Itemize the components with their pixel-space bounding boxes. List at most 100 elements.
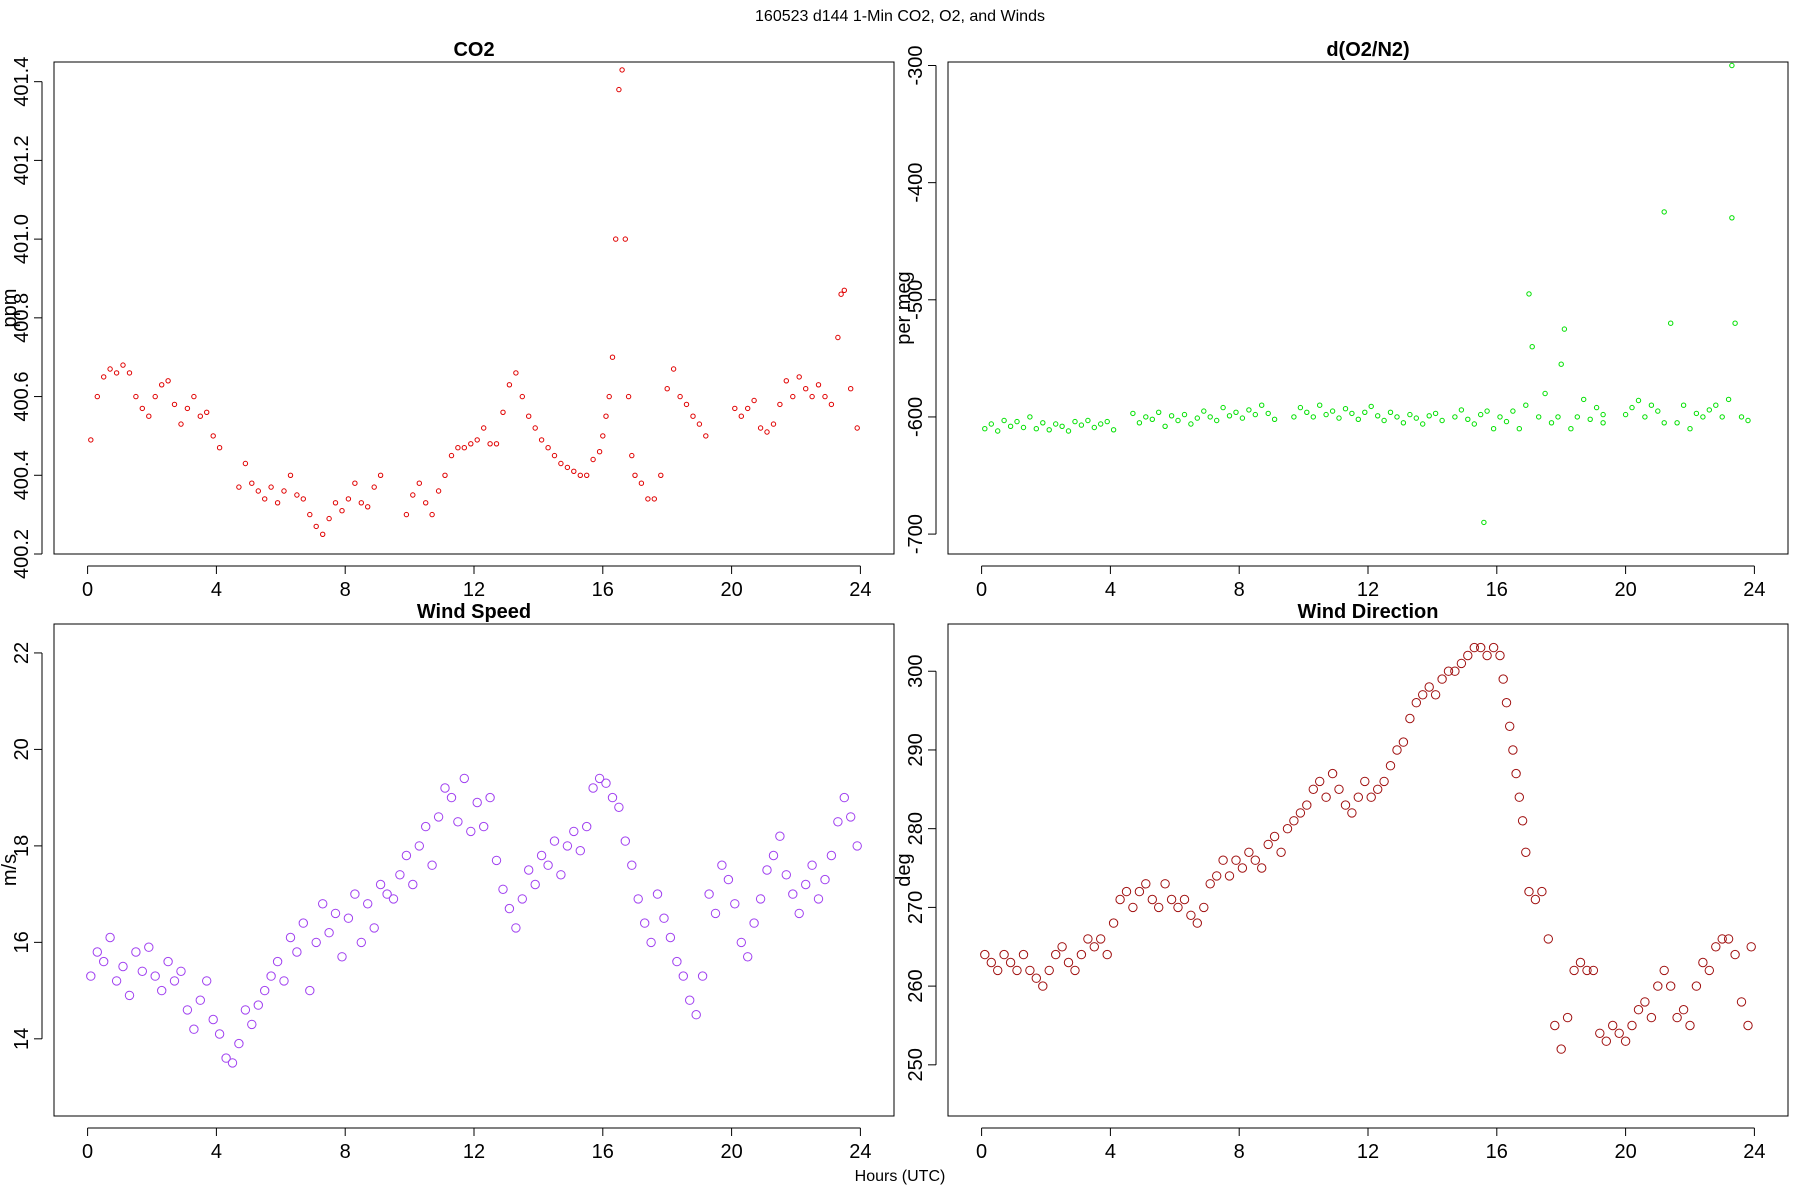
wind-speed-point [285, 932, 296, 943]
wind-speed-point [549, 836, 560, 846]
wind-direction-point [1005, 957, 1016, 968]
wind-direction-point [1511, 768, 1521, 779]
co2-point [803, 386, 809, 392]
wind-speed-point [124, 990, 135, 1001]
wind-direction-point [1154, 902, 1164, 913]
wind-speed-point [343, 913, 354, 923]
o2-point [1336, 415, 1342, 421]
wind-speed-point [498, 884, 508, 894]
o2-point [1432, 410, 1439, 417]
wind-speed-point [697, 971, 708, 981]
wind-direction-point [1057, 942, 1067, 952]
o2-point [1104, 418, 1110, 425]
wind-direction-point [1385, 761, 1396, 771]
wind-direction-point [1018, 949, 1029, 960]
o2-y-tick-label: -300 [905, 45, 927, 85]
co2-x-tick-label: 4 [211, 579, 222, 601]
co2-point [613, 236, 619, 242]
co2-point [632, 472, 638, 478]
wind-speed-point [704, 889, 714, 899]
co2-point [101, 374, 107, 380]
wind-direction-point [1569, 965, 1579, 976]
wind-speed-point [260, 985, 270, 996]
wind-direction-point [1653, 981, 1663, 991]
wind-direction-point [1115, 894, 1125, 905]
wind-speed-point [459, 773, 469, 784]
o2-point [1729, 215, 1735, 221]
panel-o2: d(O2/N2) per meg 0 4 8 12 16 20 24 -700 -600 -500 -4… [893, 39, 1789, 601]
wind-direction-x-tick-label: 24 [1743, 1141, 1765, 1163]
co2-point [564, 464, 571, 471]
o2-point [1497, 414, 1503, 420]
co2-x-tick-label: 24 [849, 579, 871, 601]
o2-title: d(O2/N2) [1326, 39, 1409, 61]
wind-direction-point [1321, 792, 1331, 802]
o2-point [1207, 414, 1213, 420]
wind-direction-y-tick-label: 290 [905, 733, 927, 766]
wind-direction-point [1730, 949, 1740, 960]
co2-x-tick-label: 20 [720, 579, 742, 601]
wind-direction-point [1205, 879, 1215, 889]
co2-point [468, 441, 474, 447]
wind-direction-point [1038, 981, 1048, 991]
o2-point [1555, 414, 1561, 420]
wind-speed-point [530, 879, 540, 890]
o2-point [1680, 402, 1687, 408]
co2-point [577, 472, 583, 478]
wind-direction-y-tick-label: 250 [905, 1048, 927, 1081]
wind-direction-point [1736, 997, 1747, 1007]
co2-point [629, 452, 635, 459]
wind-speed-point [318, 899, 328, 909]
co2-point [796, 374, 802, 380]
wind-direction-point [1237, 863, 1248, 873]
wind-direction-point [1691, 981, 1702, 991]
wind-direction-point [1418, 690, 1428, 700]
co2-point [590, 456, 596, 463]
wind-speed-point [723, 874, 734, 885]
wind-speed-point [163, 956, 173, 967]
wind-direction-point [1192, 918, 1203, 928]
co2-point [651, 496, 657, 502]
wind-direction-point [1379, 776, 1389, 787]
wind-speed-point [485, 792, 495, 803]
wind-speed-point [846, 812, 856, 822]
co2-y-axis-label: ppm [0, 289, 21, 328]
wind-speed-point [646, 937, 656, 948]
wind-direction-point [1717, 934, 1727, 944]
wind-direction-title: Wind Direction [1298, 601, 1439, 623]
o2-point [1413, 415, 1420, 421]
o2-point [1181, 411, 1188, 418]
o2-point [1732, 320, 1738, 326]
wind-direction-point [1685, 1020, 1695, 1031]
o2-point [1007, 423, 1014, 429]
co2-y-tick-label: 401.4 [11, 57, 33, 107]
wind-speed-point [414, 841, 424, 851]
wind-speed-point [240, 1005, 251, 1015]
co2-point [783, 378, 789, 384]
wind-direction-point [1450, 666, 1460, 676]
wind-direction-point [1302, 800, 1312, 810]
co2-point [320, 531, 326, 537]
wind-speed-x-tick-label: 20 [720, 1141, 742, 1163]
wind-speed-point [781, 870, 791, 880]
o2-point [1375, 413, 1381, 419]
wind-speed-point [833, 817, 843, 827]
o2-point [1252, 411, 1259, 418]
o2-point [1661, 420, 1667, 426]
co2-point [88, 437, 94, 443]
co2-point [616, 86, 622, 93]
wind-direction-point [1508, 745, 1518, 755]
co2-point [216, 445, 223, 451]
co2-point [790, 393, 796, 400]
co2-point [332, 500, 339, 506]
co2-point [596, 449, 603, 455]
wind-direction-point [1627, 1020, 1637, 1031]
wind-direction-point [1698, 957, 1708, 968]
co2-point [365, 504, 371, 510]
co2-point [487, 441, 493, 447]
co2-point [107, 366, 113, 372]
co2-point [600, 433, 606, 439]
co2-point [274, 500, 281, 506]
wind-direction-point [1517, 816, 1528, 826]
o2-point [1481, 519, 1487, 526]
